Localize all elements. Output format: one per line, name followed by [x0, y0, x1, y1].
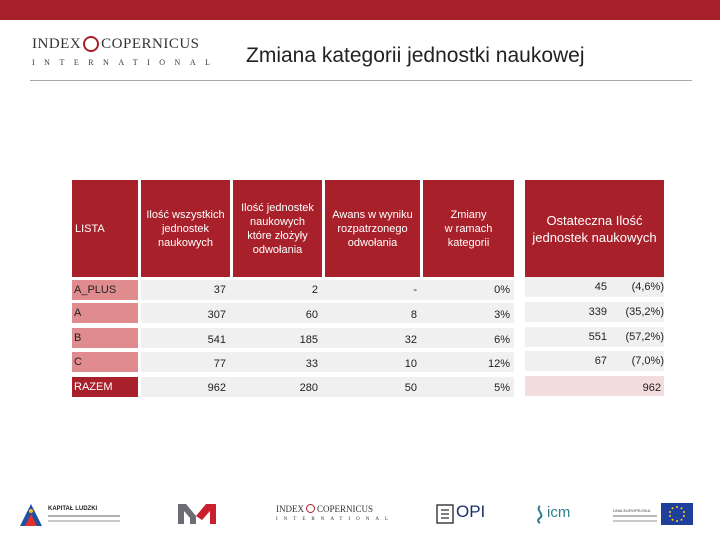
- cell-final-count: 45: [594, 281, 607, 293]
- logo-line2: INTERNATIONAL: [32, 58, 220, 67]
- table-row: [141, 280, 514, 300]
- top-bar: [0, 0, 720, 20]
- footer-logo-word: INDEX: [276, 504, 304, 514]
- cell-promoted: 10: [404, 358, 417, 370]
- cell-change: 12%: [487, 358, 510, 370]
- col-header-lista: LISTA: [72, 180, 138, 277]
- kapital-subtext-line: [48, 515, 120, 517]
- eu-logo: UNIA EUROPEJSKA: [613, 502, 693, 526]
- icm-swirl-icon: [537, 505, 543, 524]
- cell-promoted: 50: [404, 382, 417, 394]
- title-divider: [30, 80, 692, 81]
- cell-final-count: 67: [594, 355, 607, 367]
- cell-final-count: 551: [588, 331, 607, 343]
- logo-word-copernicus: COPERNICUS: [101, 36, 200, 52]
- cell-final-pct: (57,2%): [625, 331, 664, 343]
- final-cell: [525, 302, 664, 322]
- eu-subtext-line: [613, 515, 657, 517]
- globe-icon: [83, 36, 100, 52]
- icm-logo: icm: [534, 502, 574, 526]
- kapital-ludzki-icon: [20, 504, 42, 526]
- cell-promoted: 8: [410, 309, 417, 321]
- page-title: Zmiana kategorii jednostki naukowej: [246, 44, 585, 67]
- globe-icon: [306, 504, 315, 513]
- kapital-ludzki-logo: KAPITAŁ LUDZKI: [16, 502, 136, 526]
- cell-appeals: 60: [305, 309, 318, 321]
- index-copernicus-logo: INDEX COPERNICUS INTERNATIONAL: [32, 36, 210, 72]
- table-row: [141, 352, 514, 372]
- row-label-a-plus: A_PLUS: [72, 280, 138, 300]
- cell-final-pct: (7,0%): [631, 355, 664, 367]
- logo-line1: INDEX COPERNICUS: [32, 36, 200, 53]
- cell-final-count: 962: [642, 382, 661, 394]
- table-row: [141, 328, 514, 348]
- kapital-ludzki-text: KAPITAŁ LUDZKI: [48, 506, 98, 512]
- cell-appeals: 33: [305, 358, 318, 370]
- cell-change: 5%: [494, 382, 510, 394]
- cell-appeals: 185: [299, 334, 318, 346]
- cell-total: 541: [207, 334, 226, 346]
- final-cell: [525, 327, 664, 347]
- opi-logo: OPI: [436, 502, 486, 526]
- row-label-c: C: [72, 352, 138, 372]
- cell-change: 0%: [494, 284, 510, 296]
- col-header-change: Zmiany w ramach kategorii: [423, 180, 514, 277]
- cell-total: 962: [207, 382, 226, 394]
- final-cell: [525, 376, 664, 396]
- eu-text: UNIA EUROPEJSKA: [613, 508, 651, 513]
- mnisw-icon: [178, 504, 216, 524]
- col-header-final: Ostateczna Ilość jednostek naukowych: [525, 180, 664, 277]
- footer-logo-subtitle: INTERNATIONAL: [276, 517, 394, 522]
- icm-text: icm: [547, 504, 571, 521]
- cell-promoted: -: [413, 284, 417, 296]
- row-label-a: A: [72, 303, 138, 323]
- cell-final-pct: [610, 378, 664, 398]
- logo-word-index: INDEX: [32, 36, 82, 52]
- cell-final-count: 339: [588, 306, 607, 318]
- cell-final-pct: (35,2%): [625, 306, 664, 318]
- cell-total: 307: [207, 309, 226, 321]
- col-header-appeals: Ilość jednostek naukowych które złożyły …: [233, 180, 322, 277]
- eu-subtext-line: [613, 520, 657, 522]
- table-row: [141, 303, 514, 323]
- opi-text: OPI: [456, 502, 486, 521]
- col-header-total: Ilość wszystkich jednostek naukowych: [141, 180, 230, 277]
- index-copernicus-footer-logo: INDEX COPERNICUS INTERNATIONAL: [276, 502, 402, 526]
- cell-total: 77: [213, 358, 226, 370]
- final-cell: [525, 351, 664, 371]
- cell-change: 6%: [494, 334, 510, 346]
- cell-change: 3%: [494, 309, 510, 321]
- cell-total: 37: [213, 284, 226, 296]
- table-row: [141, 377, 514, 397]
- final-cell: [525, 277, 664, 297]
- col-header-promoted: Awans w wyniku rozpatrzonego odwołania: [325, 180, 420, 277]
- cell-appeals: 280: [299, 382, 318, 394]
- footer-logo-word: COPERNICUS: [317, 504, 374, 514]
- mnisw-logo: [176, 502, 218, 526]
- cell-appeals: 2: [311, 284, 318, 296]
- opi-emblem-icon: [436, 504, 454, 524]
- row-label-razem: RAZEM: [72, 377, 138, 397]
- row-label-b: B: [72, 328, 138, 348]
- cell-final-pct: (4,6%): [631, 281, 664, 293]
- eu-flag-icon: [661, 503, 693, 525]
- cell-promoted: 32: [404, 334, 417, 346]
- kapital-subtext-line: [48, 520, 120, 522]
